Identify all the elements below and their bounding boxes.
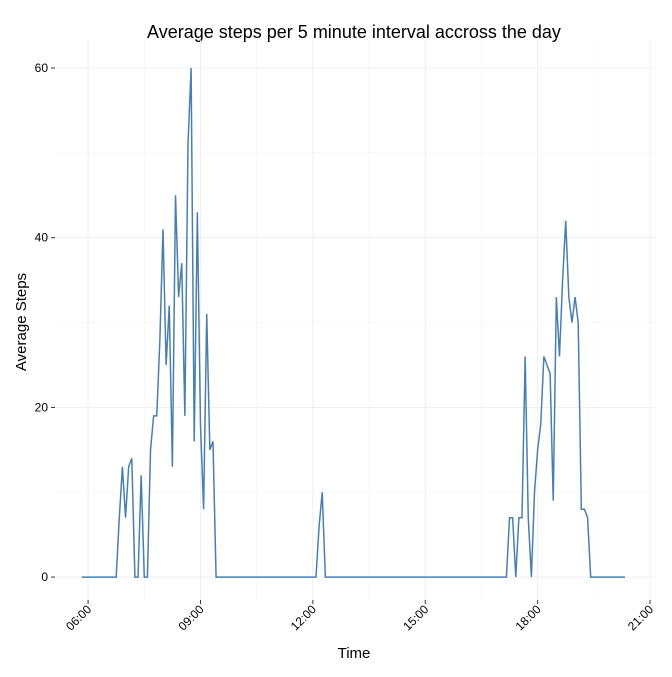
x-tick-label: 18:00 [513,602,544,633]
x-tick-label: 21:00 [625,602,656,633]
chart-title: Average steps per 5 minute interval accr… [147,22,561,42]
y-tick-label: 0 [41,570,48,584]
x-tick-label: 15:00 [400,602,431,633]
x-tick-label: 06:00 [63,602,94,633]
x-axis-label: Time [338,645,371,662]
y-tick-label: 60 [35,61,49,75]
y-axis-label: Average Steps [13,273,30,371]
y-tick-label: 40 [35,231,49,245]
data-line [81,67,626,578]
x-tick-label: 09:00 [175,602,206,633]
y-tick-label: 20 [35,400,49,414]
x-tick-label: 12:00 [288,602,319,633]
